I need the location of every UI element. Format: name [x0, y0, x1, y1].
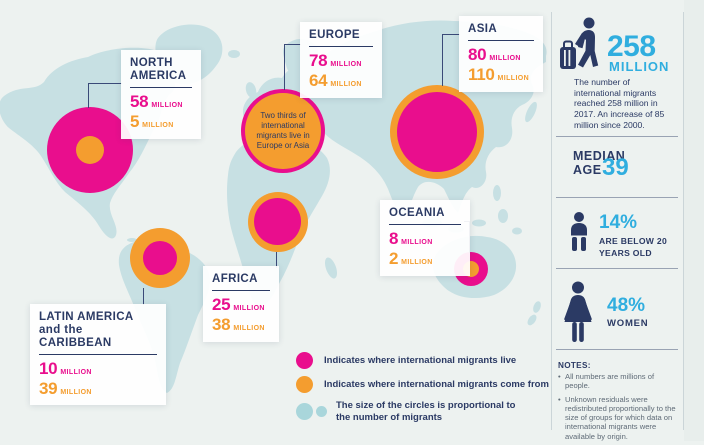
- migrants-live-value: 8 MILLION: [389, 228, 433, 248]
- region-label-europe: EUROPE 78 MILLION 64 MILLION: [300, 22, 382, 98]
- size-legend-dot-large: [296, 403, 313, 421]
- total-migrants-value: 258: [607, 30, 656, 63]
- note-item: Unknown residuals were redistributed pro…: [558, 395, 679, 441]
- region-title: EUROPE: [309, 29, 373, 47]
- region-label-latin-america: LATIN AMERICA and the CARIBBEAN 10 MILLIO…: [30, 304, 166, 406]
- latin-america-connector-line: [143, 288, 145, 305]
- median-age-value: 39: [602, 154, 629, 181]
- asia-connector-line: [442, 34, 444, 86]
- asia-connector-line: [442, 34, 460, 36]
- migrants-origin-value: 38 MILLION: [212, 315, 265, 335]
- latin-america-live-circle: [143, 241, 177, 275]
- migrants-live-value: 58 MILLION: [130, 91, 183, 111]
- region-title: NORTH AMERICA: [130, 57, 192, 88]
- region-label-north-america: NORTH AMERICA 58 MILLION 5 MILLION: [121, 50, 201, 139]
- north-america-connector-line: [88, 83, 90, 108]
- europe-circle-note: Two thirds of international migrants liv…: [256, 111, 310, 150]
- size-legend-dot-small: [316, 406, 327, 418]
- sidebar-divider: [556, 349, 678, 350]
- legend-label: Indicates where international migrants c…: [324, 378, 549, 390]
- migrants-origin-value: 64 MILLION: [309, 71, 362, 91]
- total-migrants-unit: MILLION: [609, 59, 670, 74]
- north-america-connector-line: [88, 83, 122, 85]
- below-20-value: 14%: [599, 212, 638, 233]
- region-title: ASIA: [468, 23, 534, 41]
- women-label: WOMEN: [607, 318, 649, 329]
- below-20-label: ARE BELOW 20 YEARS OLD: [599, 236, 668, 258]
- child-icon: [571, 212, 587, 251]
- migrants-origin-value: 2 MILLION: [389, 249, 433, 269]
- note-item: All numbers are millions of people.: [558, 372, 679, 391]
- woman-icon: [564, 281, 592, 342]
- right-margin-strip: [684, 0, 704, 441]
- region-title: LATIN AMERICA and the CARIBBEAN: [39, 311, 157, 355]
- stats-sidebar: 258 MILLION The number of international …: [551, 0, 684, 441]
- sidebar-divider: [556, 136, 678, 137]
- sidebar-divider: [556, 268, 678, 269]
- region-label-africa: AFRICA 25 MILLION 38 MILLION: [203, 266, 279, 342]
- migrants-live-value: 78 MILLION: [309, 50, 362, 70]
- sidebar-right-border: [683, 12, 684, 430]
- region-label-oceania: OCEANIA 8 MILLION 2 MILLION: [380, 200, 470, 276]
- migrants-live-value: 25 MILLION: [212, 294, 265, 314]
- sidebar-left-border: [551, 12, 552, 430]
- legend: Indicates where international migrants l…: [296, 352, 549, 431]
- legend-label: Indicates where international migrants l…: [324, 354, 517, 366]
- region-title: OCEANIA: [389, 207, 461, 225]
- legend-label: The size of the circles is proportional …: [336, 400, 516, 423]
- women-value: 48%: [607, 295, 646, 316]
- region-title: AFRICA: [212, 273, 270, 291]
- live-legend-dot: [296, 352, 313, 369]
- traveler-with-suitcase-icon: [560, 17, 599, 69]
- migrants-live-value: 80 MILLION: [468, 44, 521, 64]
- sidebar-divider: [556, 197, 678, 198]
- legend-item-origin: Indicates where international migrants c…: [296, 376, 549, 393]
- legend-item-live: Indicates where international migrants l…: [296, 352, 549, 369]
- origin-legend-dot: [296, 376, 313, 393]
- north-america-origin-circle: [76, 136, 104, 164]
- europe-connector-line: [284, 44, 286, 90]
- asia-live-circle: [397, 92, 477, 172]
- migrants-origin-value: 5 MILLION: [130, 112, 174, 132]
- migrants-origin-value: 39 MILLION: [39, 379, 92, 399]
- migrants-origin-value: 110 MILLION: [468, 65, 530, 85]
- europe-origin-circle: Two thirds of international migrants liv…: [245, 93, 321, 169]
- notes-list: All numbers are millions of people. Unkn…: [558, 372, 679, 445]
- region-label-asia: ASIA 80 MILLION 110 MILLION: [459, 16, 543, 92]
- europe-connector-line: [284, 44, 301, 46]
- notes-title: NOTES:: [558, 361, 591, 370]
- legend-item-size: The size of the circles is proportional …: [296, 400, 549, 424]
- total-migrants-description: The number of international migrants rea…: [574, 77, 665, 130]
- africa-connector-line: [276, 252, 278, 268]
- median-age-label: MEDIAN AGE: [573, 149, 626, 178]
- migrants-live-value: 10 MILLION: [39, 358, 92, 378]
- africa-live-circle: [254, 198, 301, 245]
